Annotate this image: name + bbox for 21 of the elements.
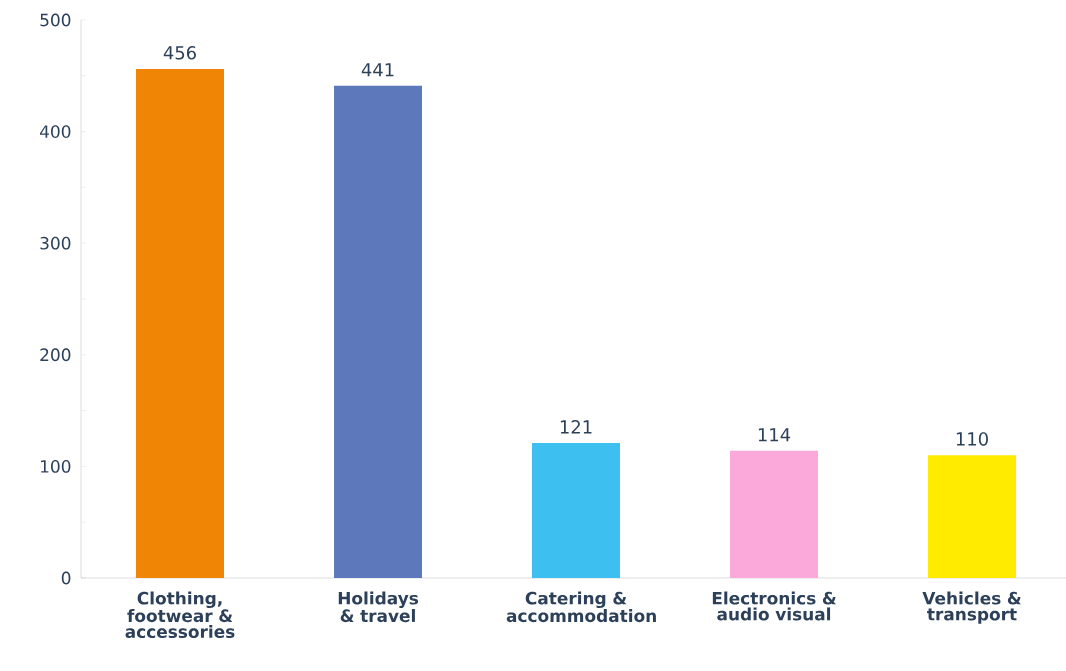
bar bbox=[928, 455, 1017, 578]
data-label: 114 bbox=[758, 428, 791, 442]
x-tick-label: Catering & accommodation bbox=[506, 591, 656, 623]
data-label: 456 bbox=[163, 46, 196, 60]
y-tick-label: 400 bbox=[39, 125, 71, 138]
data-label: 121 bbox=[560, 420, 592, 434]
x-tick-label: Holidays & travel bbox=[338, 591, 419, 623]
y-tick-label: 300 bbox=[40, 236, 71, 250]
bar bbox=[730, 450, 819, 578]
data-label: 110 bbox=[956, 432, 988, 446]
x-tick-label: Clothing, footwear & accessories bbox=[125, 591, 235, 639]
bar bbox=[334, 85, 423, 578]
y-tick-label: 0 bbox=[61, 571, 71, 585]
y-tick-label: 100 bbox=[41, 459, 71, 473]
bar bbox=[532, 442, 621, 578]
x-tick-label: Vehicles & transport bbox=[922, 591, 1021, 624]
x-tick-label: Electronics & audio visual bbox=[712, 591, 836, 621]
y-tick-label: 500 bbox=[40, 13, 71, 27]
bar bbox=[136, 69, 225, 578]
y-tick-label: 200 bbox=[40, 348, 71, 362]
data-label: 441 bbox=[361, 63, 394, 77]
